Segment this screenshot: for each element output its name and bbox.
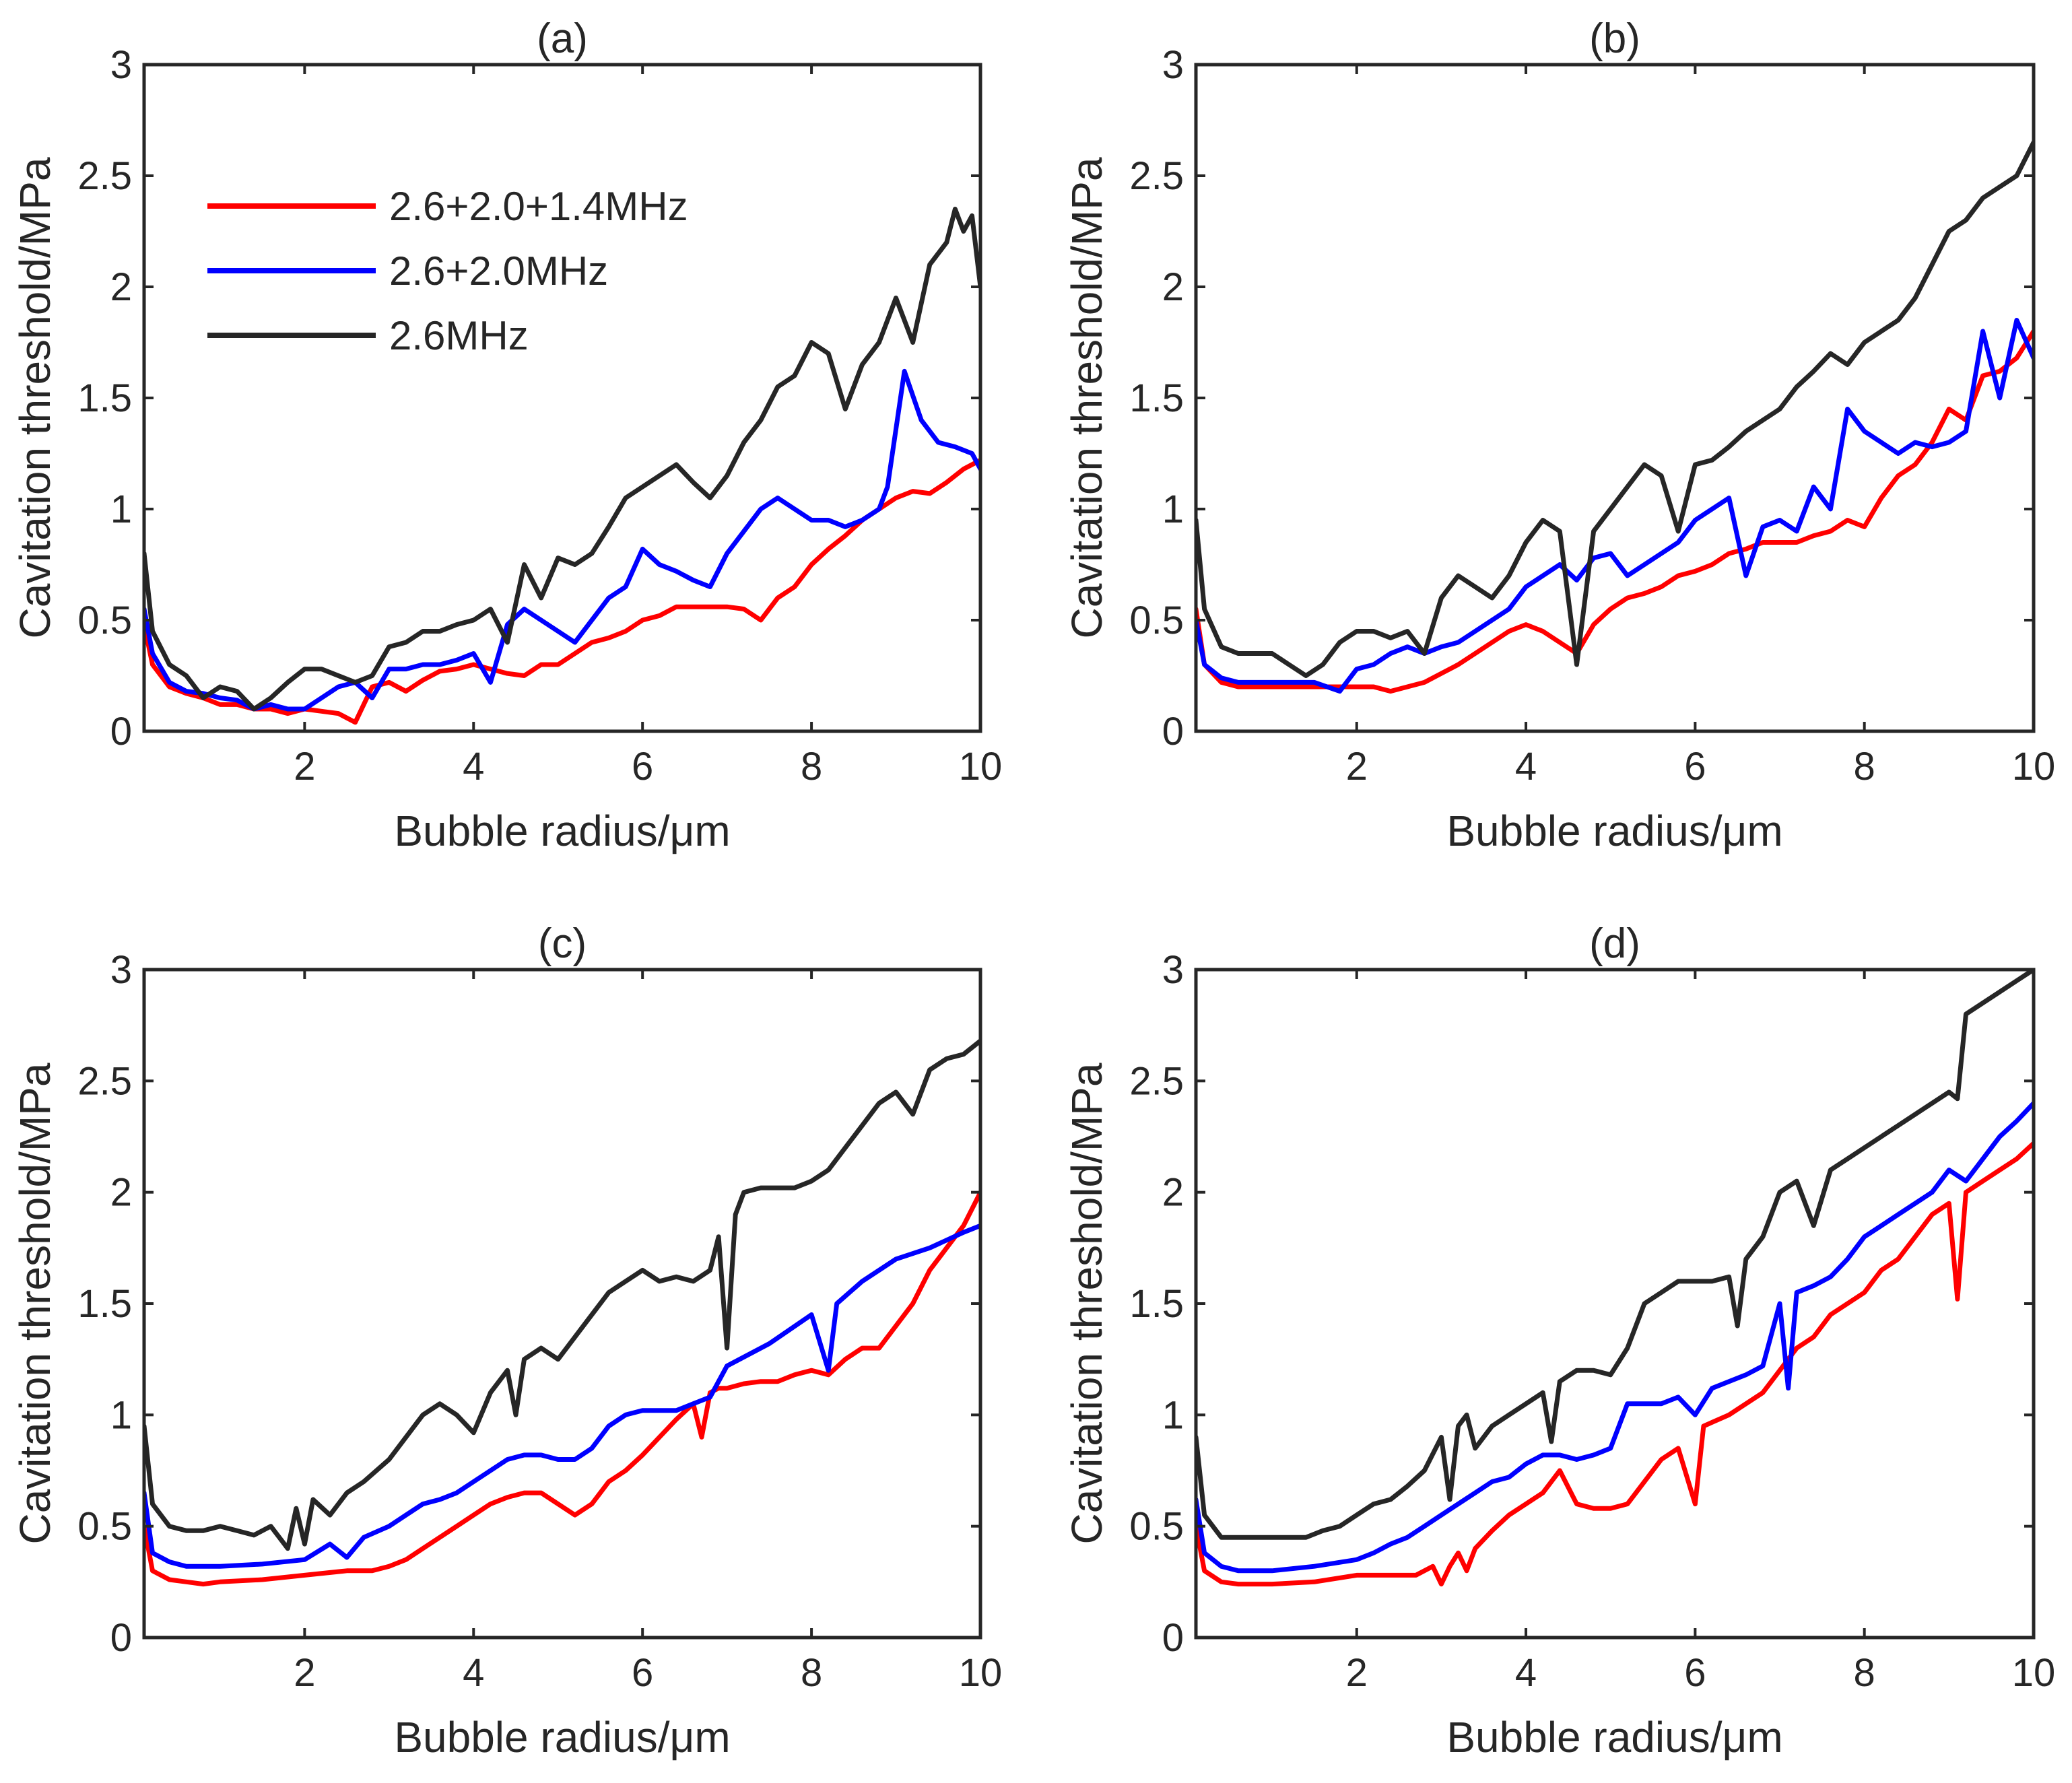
y-tick-label: 1.5 <box>77 1282 132 1326</box>
legend: 2.6+2.0+1.4MHz 2.6+2.0MHz 2.6MHz <box>207 184 688 358</box>
x-tick-label: 4 <box>463 745 484 788</box>
chart-panel-b: 2 4 6 8 10 0 0.5 1 1.5 2 2.5 3 (b) Bubble radius/μm Ca… <box>1063 15 2055 855</box>
y-tick-label: 3 <box>110 43 132 87</box>
series-line-red <box>144 1190 980 1587</box>
x-tick-label: 8 <box>801 745 822 788</box>
series-line-blue <box>1196 318 2034 694</box>
series-line-red <box>1196 1141 2034 1587</box>
x-tick-label: 2 <box>294 1651 315 1695</box>
y-tick-label: 0 <box>1162 710 1184 753</box>
y-tick-label: 0 <box>110 710 132 753</box>
series-line-black <box>1196 140 2034 678</box>
x-tick-label: 6 <box>632 745 653 788</box>
chart-panel-a: 2 4 6 8 10 0 0.5 1 1.5 2 2.5 3 (a) Bubble radius/μm Ca… <box>11 15 1002 855</box>
x-tick-label: 2 <box>1346 745 1368 788</box>
x-tick-label: 6 <box>1684 745 1706 788</box>
x-tick-label: 8 <box>1854 745 1875 788</box>
series-line-red <box>144 457 980 725</box>
legend-label: 2.6+2.0+1.4MHz <box>389 184 688 229</box>
y-tick-label: 0.5 <box>1129 599 1184 642</box>
y-tick-label: 1.5 <box>1129 376 1184 420</box>
y-tick-label: 1 <box>1162 1393 1184 1437</box>
y-tick-label: 3 <box>1162 948 1184 992</box>
series-line-black <box>144 1038 980 1551</box>
y-tick-label: 0.5 <box>77 599 132 642</box>
y-tick-label: 2.5 <box>77 1059 132 1103</box>
y-tick-label: 2 <box>110 265 132 309</box>
x-tick-label: 10 <box>2012 1651 2056 1695</box>
y-axis-label: Cavitation threshold/MPa <box>1063 157 1111 638</box>
series-line-red <box>1196 329 2034 694</box>
panel-title: (b) <box>1589 15 1640 62</box>
series-line-blue <box>1196 1100 2034 1574</box>
series-line-black <box>144 207 980 712</box>
y-tick-label: 0.5 <box>1129 1505 1184 1549</box>
y-tick-label: 1.5 <box>77 376 132 420</box>
plot-frame <box>1194 968 2036 1640</box>
y-tick-label: 1.5 <box>1129 1282 1184 1326</box>
y-tick-label: 1 <box>1162 487 1184 531</box>
y-axis-label: Cavitation threshold/MPa <box>1063 1063 1111 1544</box>
x-tick-label: 2 <box>294 745 315 788</box>
x-tick-label: 4 <box>1515 745 1537 788</box>
plot-frame <box>1194 63 2036 733</box>
x-axis-label: Bubble radius/μm <box>1446 1713 1782 1761</box>
y-tick-label: 2 <box>1162 1171 1184 1215</box>
y-tick-label: 2.5 <box>1129 154 1184 198</box>
x-tick-label: 4 <box>1515 1651 1537 1695</box>
y-tick-label: 2 <box>110 1171 132 1215</box>
plot-frame <box>142 968 982 1640</box>
y-tick-label: 0 <box>1162 1616 1184 1660</box>
y-axis-label: Cavitation threshold/MPa <box>11 157 59 638</box>
series-line-blue <box>144 1223 980 1569</box>
panel-title: (c) <box>538 920 587 967</box>
x-axis-label: Bubble radius/μm <box>1446 807 1782 855</box>
x-tick-label: 2 <box>1346 1651 1368 1695</box>
y-tick-label: 1 <box>110 487 132 531</box>
y-tick-label: 1 <box>110 1393 132 1437</box>
y-tick-label: 2.5 <box>1129 1059 1184 1103</box>
x-tick-label: 8 <box>801 1651 822 1695</box>
panel-title: (d) <box>1589 920 1640 967</box>
y-tick-label: 3 <box>1162 43 1184 87</box>
y-tick-label: 0 <box>110 1616 132 1660</box>
x-tick-label: 10 <box>2012 745 2056 788</box>
x-tick-label: 10 <box>959 745 1003 788</box>
chart-panel-c: 2 4 6 8 10 0 0.5 1 1.5 2 2.5 3 (c) Bubble radius/μm Ca… <box>11 920 1002 1761</box>
x-axis-label: Bubble radius/μm <box>394 1713 730 1761</box>
y-axis-label: Cavitation threshold/MPa <box>11 1063 59 1544</box>
chart-panel-d: 2 4 6 8 10 0 0.5 1 1.5 2 2.5 3 (d) Bubble radius/μm Ca… <box>1063 920 2055 1761</box>
x-axis-label: Bubble radius/μm <box>394 807 730 855</box>
x-tick-label: 8 <box>1854 1651 1875 1695</box>
y-tick-label: 2 <box>1162 265 1184 309</box>
panel-title: (a) <box>537 15 588 62</box>
x-tick-label: 6 <box>1684 1651 1706 1695</box>
y-tick-label: 0.5 <box>77 1505 132 1549</box>
x-tick-label: 10 <box>959 1651 1003 1695</box>
y-tick-label: 2.5 <box>77 154 132 198</box>
legend-label: 2.6+2.0MHz <box>389 248 608 294</box>
series-line-blue <box>144 368 980 712</box>
y-tick-label: 3 <box>110 948 132 992</box>
x-tick-label: 4 <box>463 1651 484 1695</box>
series-line-black <box>1196 970 2034 1540</box>
x-tick-label: 6 <box>632 1651 653 1695</box>
legend-label: 2.6MHz <box>389 313 529 358</box>
